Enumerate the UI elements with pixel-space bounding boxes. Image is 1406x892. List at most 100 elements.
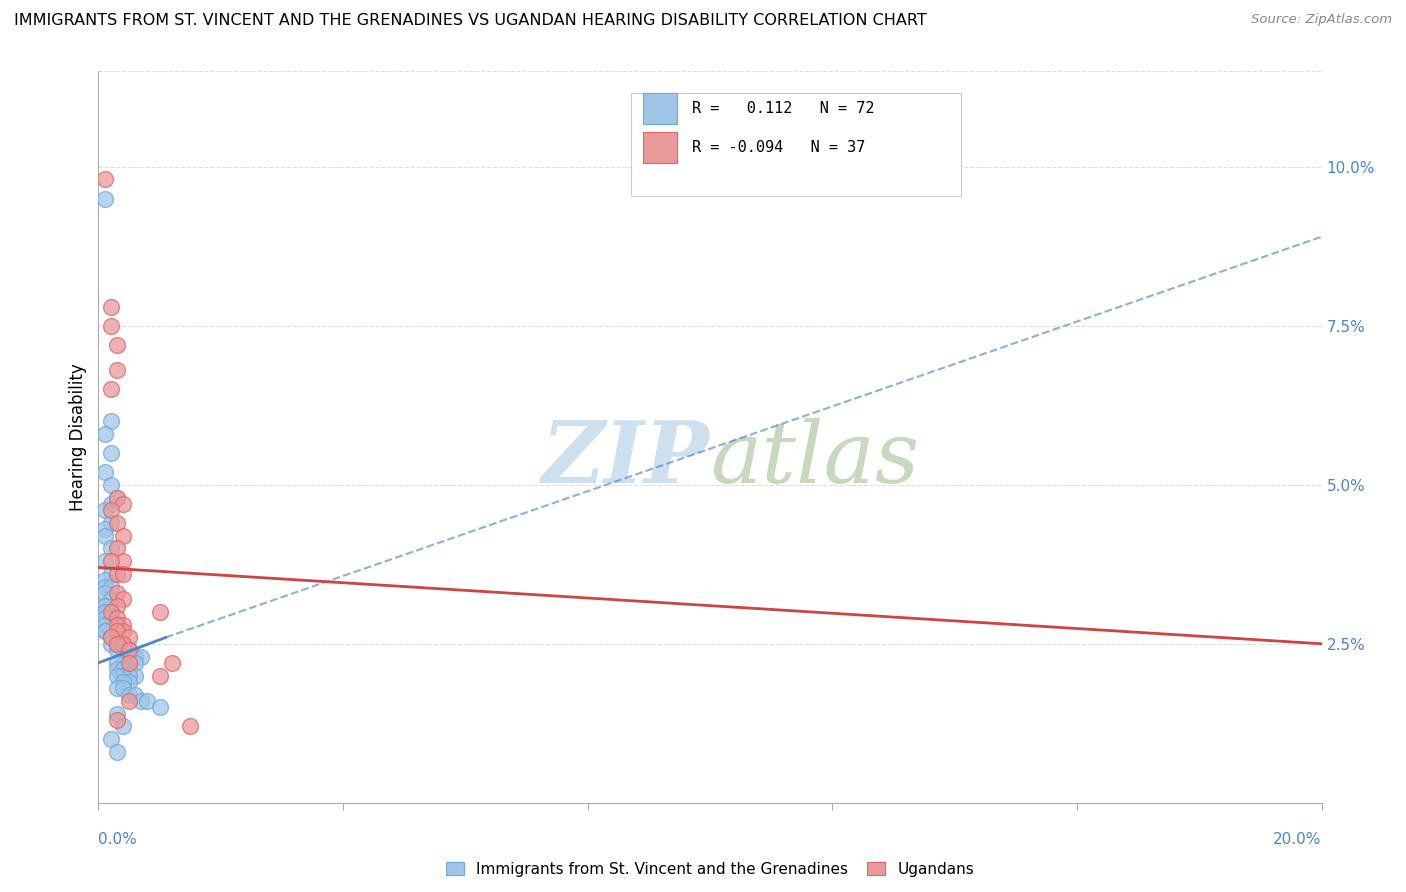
- Point: [93, 586, 115, 600]
- Point: [93, 573, 115, 587]
- Point: [118, 643, 141, 657]
- Point: [105, 611, 128, 625]
- Point: [93, 522, 115, 536]
- Point: [111, 662, 134, 676]
- Point: [118, 643, 141, 657]
- Point: [118, 668, 141, 682]
- Point: [111, 637, 134, 651]
- Point: [105, 541, 128, 556]
- Point: [129, 649, 152, 664]
- Point: [124, 649, 146, 664]
- Point: [118, 688, 141, 702]
- Point: [105, 599, 128, 613]
- Point: [118, 631, 141, 645]
- Point: [105, 637, 128, 651]
- Point: [111, 662, 134, 676]
- Point: [100, 446, 122, 460]
- Point: [124, 656, 146, 670]
- Point: [124, 668, 146, 682]
- Legend: Immigrants from St. Vincent and the Grenadines, Ugandans: Immigrants from St. Vincent and the Gren…: [446, 862, 974, 877]
- Point: [118, 643, 141, 657]
- Point: [105, 516, 128, 530]
- Point: [105, 643, 128, 657]
- Point: [105, 624, 128, 638]
- Text: 0.0%: 0.0%: [98, 832, 138, 847]
- Point: [111, 592, 134, 607]
- Text: R = -0.094   N = 37: R = -0.094 N = 37: [692, 140, 865, 155]
- Point: [93, 426, 115, 441]
- Point: [111, 637, 134, 651]
- Point: [111, 617, 134, 632]
- Point: [111, 719, 134, 733]
- Point: [100, 624, 122, 638]
- Point: [100, 605, 122, 619]
- Point: [93, 465, 115, 479]
- Point: [93, 624, 115, 638]
- Point: [111, 643, 134, 657]
- Point: [105, 681, 128, 696]
- Point: [100, 637, 122, 651]
- Point: [100, 516, 122, 530]
- FancyBboxPatch shape: [643, 132, 678, 162]
- Point: [149, 668, 172, 682]
- Text: ZIP: ZIP: [543, 417, 710, 500]
- Point: [111, 668, 134, 682]
- Point: [111, 529, 134, 543]
- Point: [100, 566, 122, 581]
- Point: [111, 497, 134, 511]
- Point: [105, 713, 128, 727]
- Text: Source: ZipAtlas.com: Source: ZipAtlas.com: [1251, 13, 1392, 27]
- Point: [118, 649, 141, 664]
- Point: [105, 338, 128, 352]
- Point: [93, 605, 115, 619]
- Point: [100, 611, 122, 625]
- Point: [118, 662, 141, 676]
- Point: [100, 631, 122, 645]
- Point: [100, 503, 122, 517]
- Point: [100, 580, 122, 594]
- Point: [118, 656, 141, 670]
- Point: [105, 662, 128, 676]
- Point: [93, 605, 115, 619]
- Point: [93, 617, 115, 632]
- Point: [93, 611, 115, 625]
- Point: [100, 592, 122, 607]
- Point: [93, 529, 115, 543]
- Point: [111, 656, 134, 670]
- Point: [111, 681, 134, 696]
- Point: [100, 732, 122, 747]
- Point: [100, 605, 122, 619]
- Point: [111, 675, 134, 690]
- Point: [105, 631, 128, 645]
- Point: [105, 745, 128, 759]
- Point: [111, 566, 134, 581]
- Point: [93, 580, 115, 594]
- Point: [93, 624, 115, 638]
- Point: [105, 656, 128, 670]
- Point: [105, 706, 128, 721]
- Point: [100, 541, 122, 556]
- Point: [124, 688, 146, 702]
- Point: [105, 491, 128, 505]
- Point: [105, 668, 128, 682]
- Point: [93, 599, 115, 613]
- Point: [100, 554, 122, 568]
- Text: IMMIGRANTS FROM ST. VINCENT AND THE GRENADINES VS UGANDAN HEARING DISABILITY COR: IMMIGRANTS FROM ST. VINCENT AND THE GREN…: [14, 13, 927, 29]
- Point: [100, 631, 122, 645]
- Point: [105, 637, 128, 651]
- Point: [149, 605, 172, 619]
- Point: [129, 694, 152, 708]
- Y-axis label: Hearing Disability: Hearing Disability: [69, 363, 87, 511]
- Point: [105, 586, 128, 600]
- Point: [149, 700, 172, 714]
- Text: 20.0%: 20.0%: [1274, 832, 1322, 847]
- Point: [118, 694, 141, 708]
- Point: [136, 694, 159, 708]
- Point: [111, 624, 134, 638]
- Point: [118, 675, 141, 690]
- Point: [111, 637, 134, 651]
- Point: [93, 192, 115, 206]
- Point: [100, 318, 122, 333]
- Point: [105, 631, 128, 645]
- Point: [100, 617, 122, 632]
